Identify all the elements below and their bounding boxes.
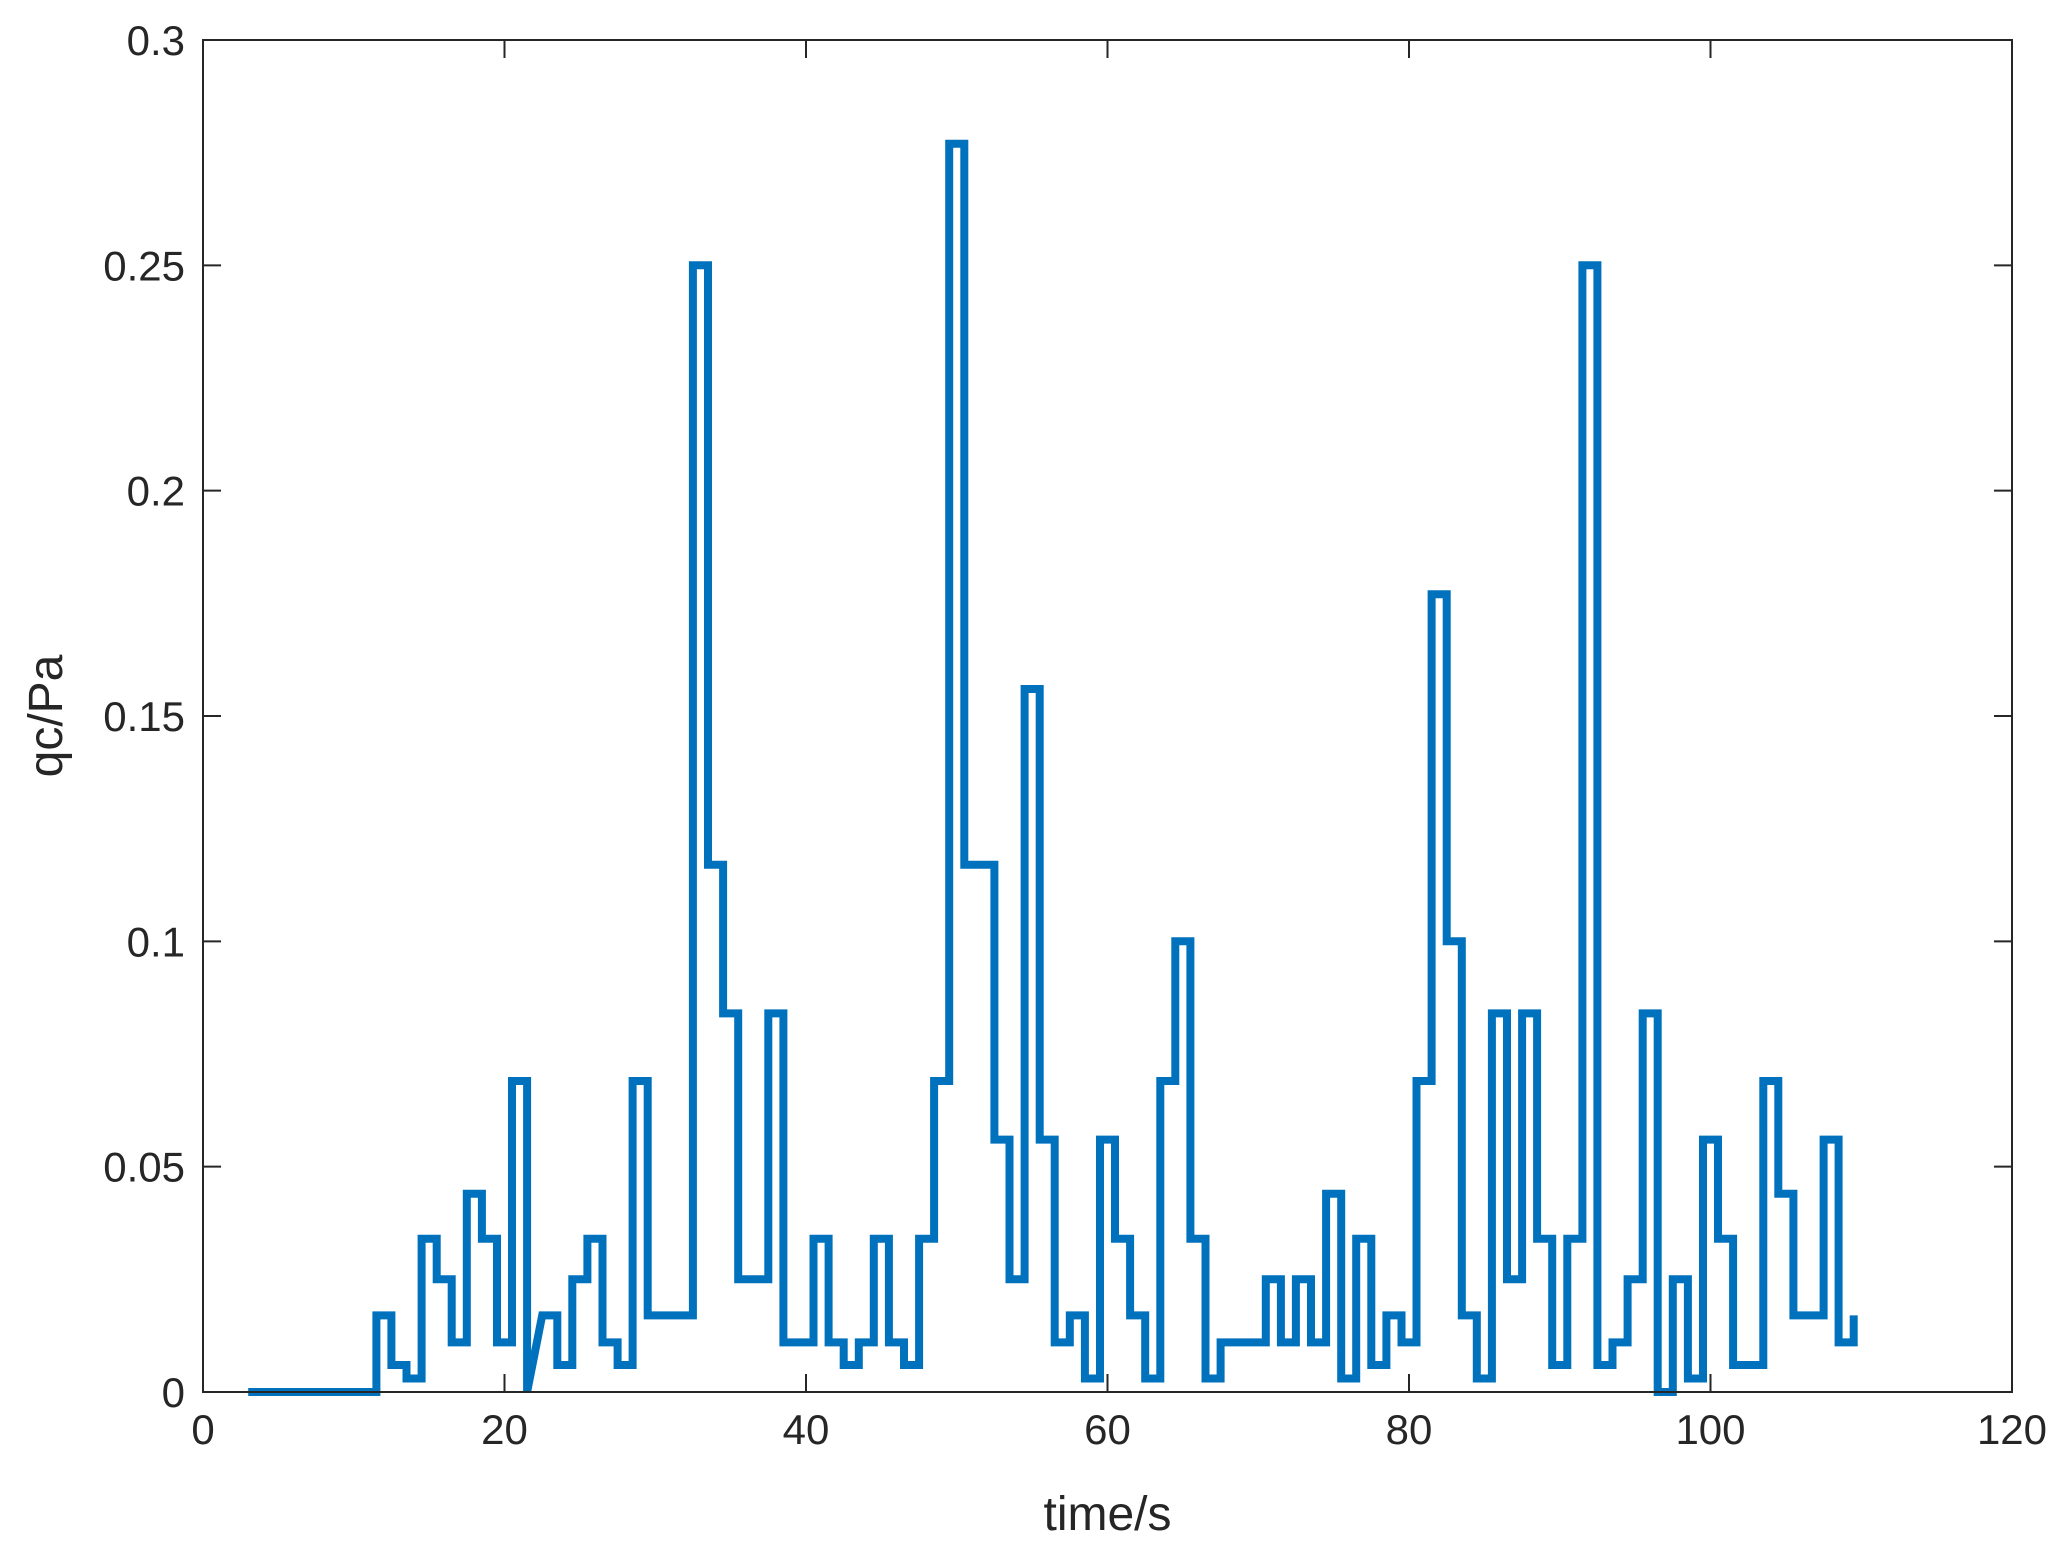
axes-box xyxy=(202,39,2013,1393)
x-tick-label: 120 xyxy=(1977,1406,2047,1453)
y-tick-labels: 0 0.05 0.1 0.15 0.2 0.25 0.3 xyxy=(103,17,185,1416)
x-axis-label: time/s xyxy=(1043,1488,1171,1541)
x-tick-label: 0 xyxy=(191,1406,214,1453)
x-tick-labels: 0 20 40 60 80 100 120 xyxy=(191,1406,2047,1453)
x-tick-label: 80 xyxy=(1386,1406,1433,1453)
y-tick-label: 0 xyxy=(162,1369,185,1416)
x-tick-label: 100 xyxy=(1675,1406,1745,1453)
series-layer xyxy=(248,139,1858,1396)
y-tick-label: 0.3 xyxy=(127,17,185,64)
x-tick-label: 40 xyxy=(783,1406,830,1453)
y-tick-label: 0.2 xyxy=(127,468,185,515)
y-tick-label: 0.25 xyxy=(103,242,185,289)
y-tick-label: 0.1 xyxy=(127,918,185,965)
series-line-0 xyxy=(248,139,1858,1396)
y-axis-label: qc/Pa xyxy=(20,654,73,777)
x-tick-label: 20 xyxy=(481,1406,528,1453)
y-tick-label: 0.05 xyxy=(103,1144,185,1191)
x-tick-label: 60 xyxy=(1084,1406,1131,1453)
y-tick-label: 0.15 xyxy=(103,693,185,740)
